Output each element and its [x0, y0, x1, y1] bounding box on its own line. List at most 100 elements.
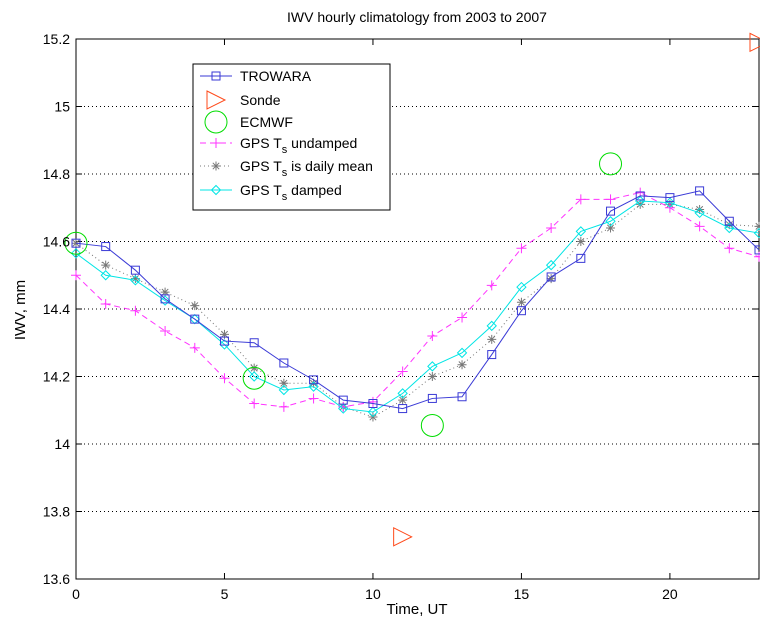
data-point [754, 245, 760, 255]
data-point [398, 395, 408, 405]
data-point [516, 297, 526, 307]
data-point [546, 274, 556, 284]
data-point [64, 231, 88, 255]
legend-label: GPS Ts undamped [240, 135, 357, 156]
legend-label: GPS Ts is daily mean [240, 158, 373, 179]
data-point [278, 384, 290, 396]
data-point [219, 373, 230, 384]
data-point [190, 314, 200, 324]
data-point [219, 339, 230, 350]
data-point [487, 334, 497, 344]
data-point [605, 194, 616, 205]
y-tick-label: 13.8 [43, 504, 70, 520]
legend-entry: ECMWF [204, 110, 293, 134]
data-point [206, 90, 227, 110]
data-point [516, 306, 526, 316]
data-point [397, 388, 408, 399]
legend-entry: GPS Ts damped [200, 182, 342, 203]
data-point [130, 274, 140, 284]
y-tick-label: 15 [54, 99, 70, 115]
data-point [724, 243, 735, 254]
data-point [308, 393, 319, 404]
data-point [279, 378, 289, 388]
legend-label: TROWARA [240, 68, 312, 84]
data-point [457, 360, 467, 370]
data-point [211, 161, 221, 171]
data-point [753, 227, 760, 239]
legend-entry: GPS Ts is daily mean [200, 158, 373, 179]
x-axis-label: Time, UT [386, 601, 447, 618]
data-point [130, 305, 141, 316]
legend-entry: TROWARA [200, 68, 312, 84]
legend-entry: GPS Ts undamped [200, 135, 357, 156]
data-point [101, 260, 111, 270]
data-point [210, 184, 222, 196]
data-point [575, 194, 586, 205]
data-point [308, 381, 319, 392]
data-point [368, 399, 378, 408]
series-0 [71, 186, 760, 414]
data-point [487, 350, 497, 360]
data-point [189, 342, 200, 353]
data-point [71, 270, 81, 281]
data-point [695, 186, 705, 196]
data-point [576, 237, 586, 246]
legend-entry: Sonde [206, 90, 281, 110]
data-point [190, 301, 200, 311]
y-tick-label: 15.2 [43, 31, 70, 47]
data-point [635, 199, 645, 209]
data-point [486, 280, 497, 291]
data-point [70, 248, 82, 259]
axes-box [75, 38, 760, 580]
y-tick-label: 13.6 [43, 571, 70, 587]
data-point [754, 251, 760, 262]
data-point [724, 216, 734, 226]
data-point [219, 329, 229, 339]
data-point [724, 220, 734, 230]
data-point [309, 378, 319, 388]
y-tick-labels: 13.6 13.8 14 14.2 14.4 14.6 14.8 15 15.2 [43, 31, 70, 587]
data-point [242, 366, 266, 390]
x-tick-label: 0 [72, 586, 80, 602]
data-point [309, 375, 319, 385]
data-point [367, 396, 378, 407]
data-point [546, 272, 556, 282]
y-axis-label: IWV, mm [12, 280, 29, 340]
legend-label: GPS Ts damped [240, 182, 342, 203]
series-layer [64, 32, 760, 547]
series-4 [71, 199, 760, 422]
data-point [393, 527, 413, 547]
x-tick-labels: 0 5 10 15 20 [72, 586, 678, 602]
data-point [605, 216, 616, 227]
data-point [486, 320, 497, 332]
data-point [248, 371, 260, 382]
series-2 [64, 152, 623, 437]
x-tick-label: 15 [514, 586, 530, 602]
data-point [427, 361, 438, 372]
data-point [338, 403, 349, 414]
data-point [599, 152, 623, 176]
data-point [249, 338, 259, 348]
data-point [71, 238, 81, 248]
data-point [278, 401, 289, 412]
data-point [160, 325, 171, 336]
data-point [456, 347, 468, 359]
legend-label: Sonde [240, 92, 281, 108]
data-point [457, 312, 468, 323]
data-point [211, 138, 221, 148]
y-tick-label: 14.6 [43, 234, 70, 250]
data-point [249, 398, 260, 409]
x-tick-label: 10 [365, 586, 381, 602]
plot-area [64, 32, 760, 580]
data-point [130, 265, 140, 275]
y-tick-label: 14 [54, 436, 70, 452]
data-point [338, 395, 348, 405]
data-point [159, 295, 171, 306]
data-point [130, 275, 141, 286]
data-point [249, 363, 259, 373]
data-point [160, 287, 170, 297]
data-point [606, 206, 616, 216]
data-point [279, 358, 289, 368]
